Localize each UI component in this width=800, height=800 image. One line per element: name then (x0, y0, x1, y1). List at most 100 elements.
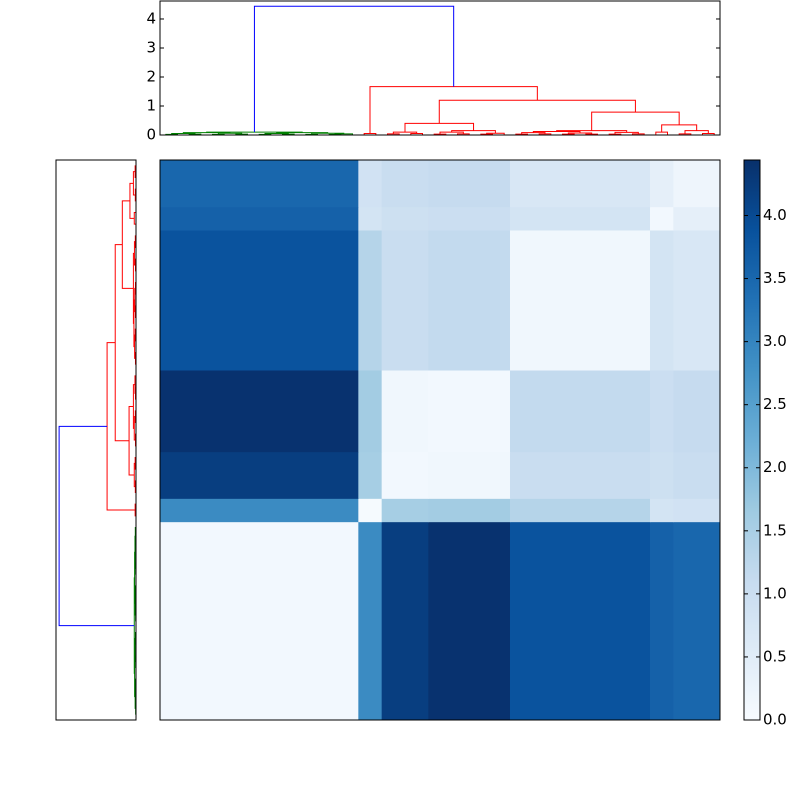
heatmap-cell (160, 206, 359, 231)
dendrogram-link (132, 252, 135, 324)
heatmap-cell (160, 230, 359, 371)
colorbar-tick-label: 0.0 (763, 711, 787, 729)
heatmap-cell (673, 521, 721, 721)
heatmap-cell (381, 230, 429, 371)
heatmap-cell (510, 521, 651, 721)
top-dendrogram: 0 1 2 3 4 (146, 0, 721, 144)
dendrogram-link (369, 86, 538, 134)
colorbar-tick-label: 3.5 (763, 269, 787, 287)
heatmap-cell (673, 230, 721, 371)
heatmap-cell (428, 451, 511, 499)
heatmap-cell (358, 230, 383, 371)
heatmap-cell (510, 230, 651, 371)
colorbar-tick-label: 2.0 (763, 458, 787, 476)
colorbar: 0.0 0.5 1.0 1.5 2.0 2.5 3.0 3.5 4.0 (743, 159, 787, 729)
heatmap-cell (381, 498, 429, 523)
heatmap-cell (650, 451, 674, 499)
y-tick-label: 0 (146, 126, 156, 144)
dendrogram-link (171, 133, 196, 135)
dendrogram-link (134, 287, 136, 313)
y-tick-label: 4 (146, 9, 156, 27)
heatmap-cell (428, 230, 511, 371)
dendrogram-link (264, 133, 289, 135)
heatmap-cell (358, 521, 383, 721)
heatmap-cell (358, 451, 383, 499)
dendrogram-link (591, 111, 680, 131)
dendrogram-link (614, 131, 639, 135)
dendrogram-link (58, 425, 135, 627)
dendrogram-link (311, 132, 345, 135)
heatmap-cell (160, 370, 359, 453)
dendrogram-link (217, 132, 243, 135)
colorbar-tick-label: 0.5 (763, 647, 787, 665)
heatmap-cell (673, 451, 721, 499)
heatmap-cell (381, 451, 429, 499)
heatmap-cell (381, 521, 429, 721)
dendrogram-link (182, 132, 231, 134)
colorbar-frame (743, 159, 761, 721)
dendrogram-link (134, 334, 136, 359)
heatmap-cell (428, 370, 511, 453)
colorbar-tick-label: 4.0 (763, 206, 787, 224)
heatmap-cell (428, 160, 511, 208)
heatmap-cell (673, 206, 721, 231)
colorbar-tick-label: 1.0 (763, 584, 787, 602)
axes-frame (55, 159, 137, 721)
dendrogram-link (438, 99, 636, 124)
heatmap-cell (381, 206, 429, 231)
heatmap-cell (510, 451, 651, 499)
heatmap-cell (510, 160, 651, 208)
heatmap-cell (650, 498, 674, 523)
heatmap-cell (510, 206, 651, 231)
colorbar-gradient (744, 160, 760, 720)
heatmap-frame (159, 159, 721, 721)
dendrogram-link (134, 649, 136, 698)
dendrogram-link (486, 132, 505, 135)
heatmap-cell (510, 370, 651, 453)
colorbar-tick-label: 1.5 (763, 521, 787, 539)
heatmap-cell (650, 370, 674, 453)
dendrogram-link (114, 244, 130, 442)
dendrogram-link (567, 132, 593, 135)
dendrogram-link (702, 133, 715, 135)
y-tick-label: 3 (146, 38, 156, 56)
dendrogram-link (334, 133, 353, 135)
heatmap-cell (428, 498, 511, 523)
heatmap-cell (160, 160, 359, 208)
dendrogram-link (128, 405, 135, 476)
colorbar-tick-label: 2.5 (763, 395, 787, 413)
dendrogram-link (392, 131, 418, 134)
dendrogram-link (206, 131, 303, 133)
heatmap-cell (673, 370, 721, 453)
heatmap-cell (358, 370, 383, 453)
heatmap-cell (160, 521, 359, 721)
dendrogram-link (133, 241, 136, 266)
dendrogram-link (538, 133, 552, 135)
dendrogram-link (457, 133, 470, 135)
dendrogram-link (132, 384, 135, 429)
heatmap-cell (358, 206, 383, 231)
dendrogram-link (253, 5, 455, 133)
dendrogram-link (276, 132, 329, 134)
y-tick-label: 2 (146, 67, 156, 85)
heatmap-cell (650, 521, 674, 721)
heatmap-cell (650, 230, 674, 371)
heatmap-cell (428, 206, 511, 231)
heatmap-cell (428, 521, 511, 721)
left-dendrogram (55, 159, 137, 721)
heatmap-cell (510, 498, 651, 523)
heatmap-cell (358, 498, 383, 523)
dendrogram-link (121, 200, 134, 289)
dendrogram-link (655, 131, 668, 135)
dendrogram-link (106, 342, 136, 511)
dendrogram-link (363, 133, 377, 135)
heatmap-cell (160, 498, 359, 523)
heatmap (159, 159, 721, 721)
y-tick-label: 1 (146, 96, 156, 114)
heatmap-cell (381, 160, 429, 208)
dendrogram-link (521, 132, 546, 135)
heatmap-cell (673, 160, 721, 208)
dendrogram-link (132, 171, 136, 196)
heatmap-cell (381, 370, 429, 453)
